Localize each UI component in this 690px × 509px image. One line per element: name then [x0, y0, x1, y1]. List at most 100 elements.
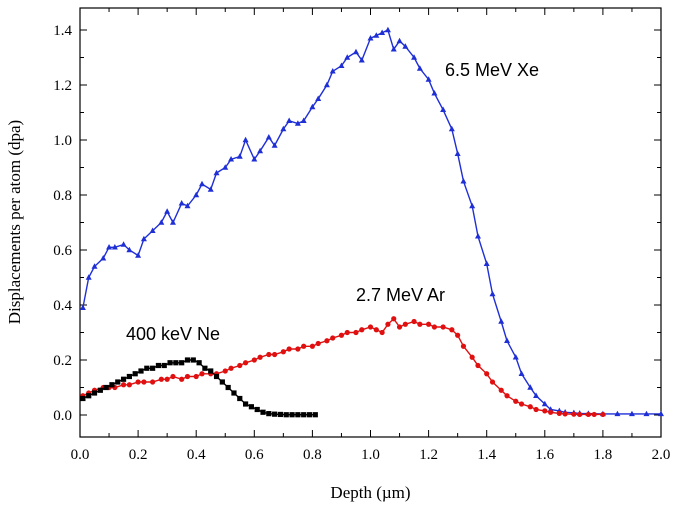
- x-tick-label: 0.0: [71, 447, 90, 463]
- series-layer: [79, 26, 664, 418]
- data-point: [643, 410, 650, 417]
- y-tick-label: 0.8: [53, 188, 72, 204]
- x-tick-label: 0.2: [129, 447, 148, 463]
- data-point: [542, 408, 548, 414]
- data-point: [100, 255, 107, 261]
- data-point: [577, 411, 583, 418]
- data-point: [475, 362, 481, 369]
- data-point: [352, 48, 359, 55]
- data-point: [469, 354, 475, 360]
- data-point: [126, 373, 132, 380]
- data-point: [170, 373, 176, 380]
- x-tick-label: 1.8: [594, 447, 613, 463]
- data-point: [614, 410, 621, 417]
- y-tick-label: 0.0: [53, 408, 72, 424]
- data-point: [237, 395, 243, 402]
- x-tick-label: 0.4: [187, 447, 206, 463]
- label-ne: 400 keV Ne: [126, 324, 220, 344]
- data-point: [91, 263, 98, 269]
- data-point: [280, 349, 286, 355]
- data-point: [498, 318, 505, 324]
- data-point: [251, 357, 257, 363]
- series-line: [82, 29, 661, 415]
- data-point: [344, 54, 351, 60]
- data-point: [193, 373, 199, 380]
- data-point: [208, 368, 214, 374]
- data-point: [359, 327, 365, 333]
- axis-ticks: 0.0 0.2 0.4 0.6 0.8 1.0 1.2 1.4 1.6 1.8 2.0 0.0 0.2 0…: [53, 8, 670, 463]
- data-point: [484, 371, 490, 377]
- data-point: [132, 371, 138, 377]
- data-point: [358, 57, 365, 63]
- data-point: [379, 29, 386, 35]
- data-point: [562, 411, 568, 417]
- x-tick-label: 1.0: [361, 447, 380, 463]
- data-point: [344, 329, 350, 336]
- data-point: [385, 321, 391, 327]
- data-point: [150, 365, 156, 371]
- data-point: [498, 387, 504, 393]
- data-point: [527, 384, 534, 390]
- data-point: [591, 411, 597, 418]
- data-point: [295, 412, 301, 418]
- data-point: [272, 351, 278, 358]
- data-point: [199, 371, 205, 377]
- data-point: [120, 382, 127, 388]
- data-point: [115, 379, 121, 385]
- data-point: [149, 227, 156, 233]
- data-point: [228, 156, 235, 162]
- data-point: [228, 365, 234, 371]
- data-point: [222, 368, 228, 374]
- data-point: [257, 147, 264, 154]
- data-point: [504, 393, 510, 399]
- data-point: [384, 26, 391, 33]
- y-axis-title: Displacements per atom (dpa): [5, 120, 24, 324]
- data-point: [417, 321, 423, 327]
- data-point: [301, 343, 307, 349]
- data-point: [286, 117, 293, 123]
- x-tick-label: 0.8: [303, 447, 322, 463]
- data-point: [260, 409, 266, 415]
- data-point: [85, 274, 92, 280]
- data-point: [265, 134, 272, 140]
- data-point: [396, 324, 403, 330]
- series-line: [82, 359, 316, 416]
- data-point: [272, 411, 278, 417]
- data-point: [431, 324, 438, 330]
- data-point: [199, 180, 206, 187]
- data-point: [242, 136, 249, 143]
- data-point: [167, 360, 173, 366]
- x-tick-label: 1.2: [419, 447, 438, 463]
- data-point: [254, 406, 260, 413]
- data-point: [585, 411, 591, 418]
- data-point: [164, 376, 170, 382]
- data-point: [460, 343, 467, 349]
- data-point: [271, 142, 278, 148]
- data-point: [173, 360, 179, 366]
- series-2: [80, 357, 318, 418]
- data-point: [353, 329, 359, 336]
- data-point: [504, 337, 511, 343]
- data-point: [411, 318, 417, 325]
- data-point: [266, 351, 272, 358]
- data-point: [225, 384, 231, 391]
- label-xe: 6.5 MeV Xe: [445, 60, 539, 80]
- data-point: [518, 370, 525, 376]
- data-point: [179, 360, 185, 366]
- label-ar: 2.7 MeV Ar: [356, 285, 445, 305]
- data-point: [455, 332, 461, 338]
- data-point: [402, 43, 409, 49]
- data-point: [277, 411, 284, 418]
- data-point: [411, 54, 418, 60]
- data-point: [391, 316, 397, 322]
- data-point: [300, 117, 307, 123]
- data-point: [513, 398, 519, 404]
- data-point: [158, 376, 164, 382]
- data-point: [126, 246, 133, 253]
- data-point: [231, 390, 237, 396]
- data-point: [556, 410, 562, 416]
- data-point: [213, 373, 220, 380]
- data-point: [242, 360, 249, 366]
- data-point: [301, 412, 307, 418]
- x-tick-label: 2.0: [652, 447, 671, 463]
